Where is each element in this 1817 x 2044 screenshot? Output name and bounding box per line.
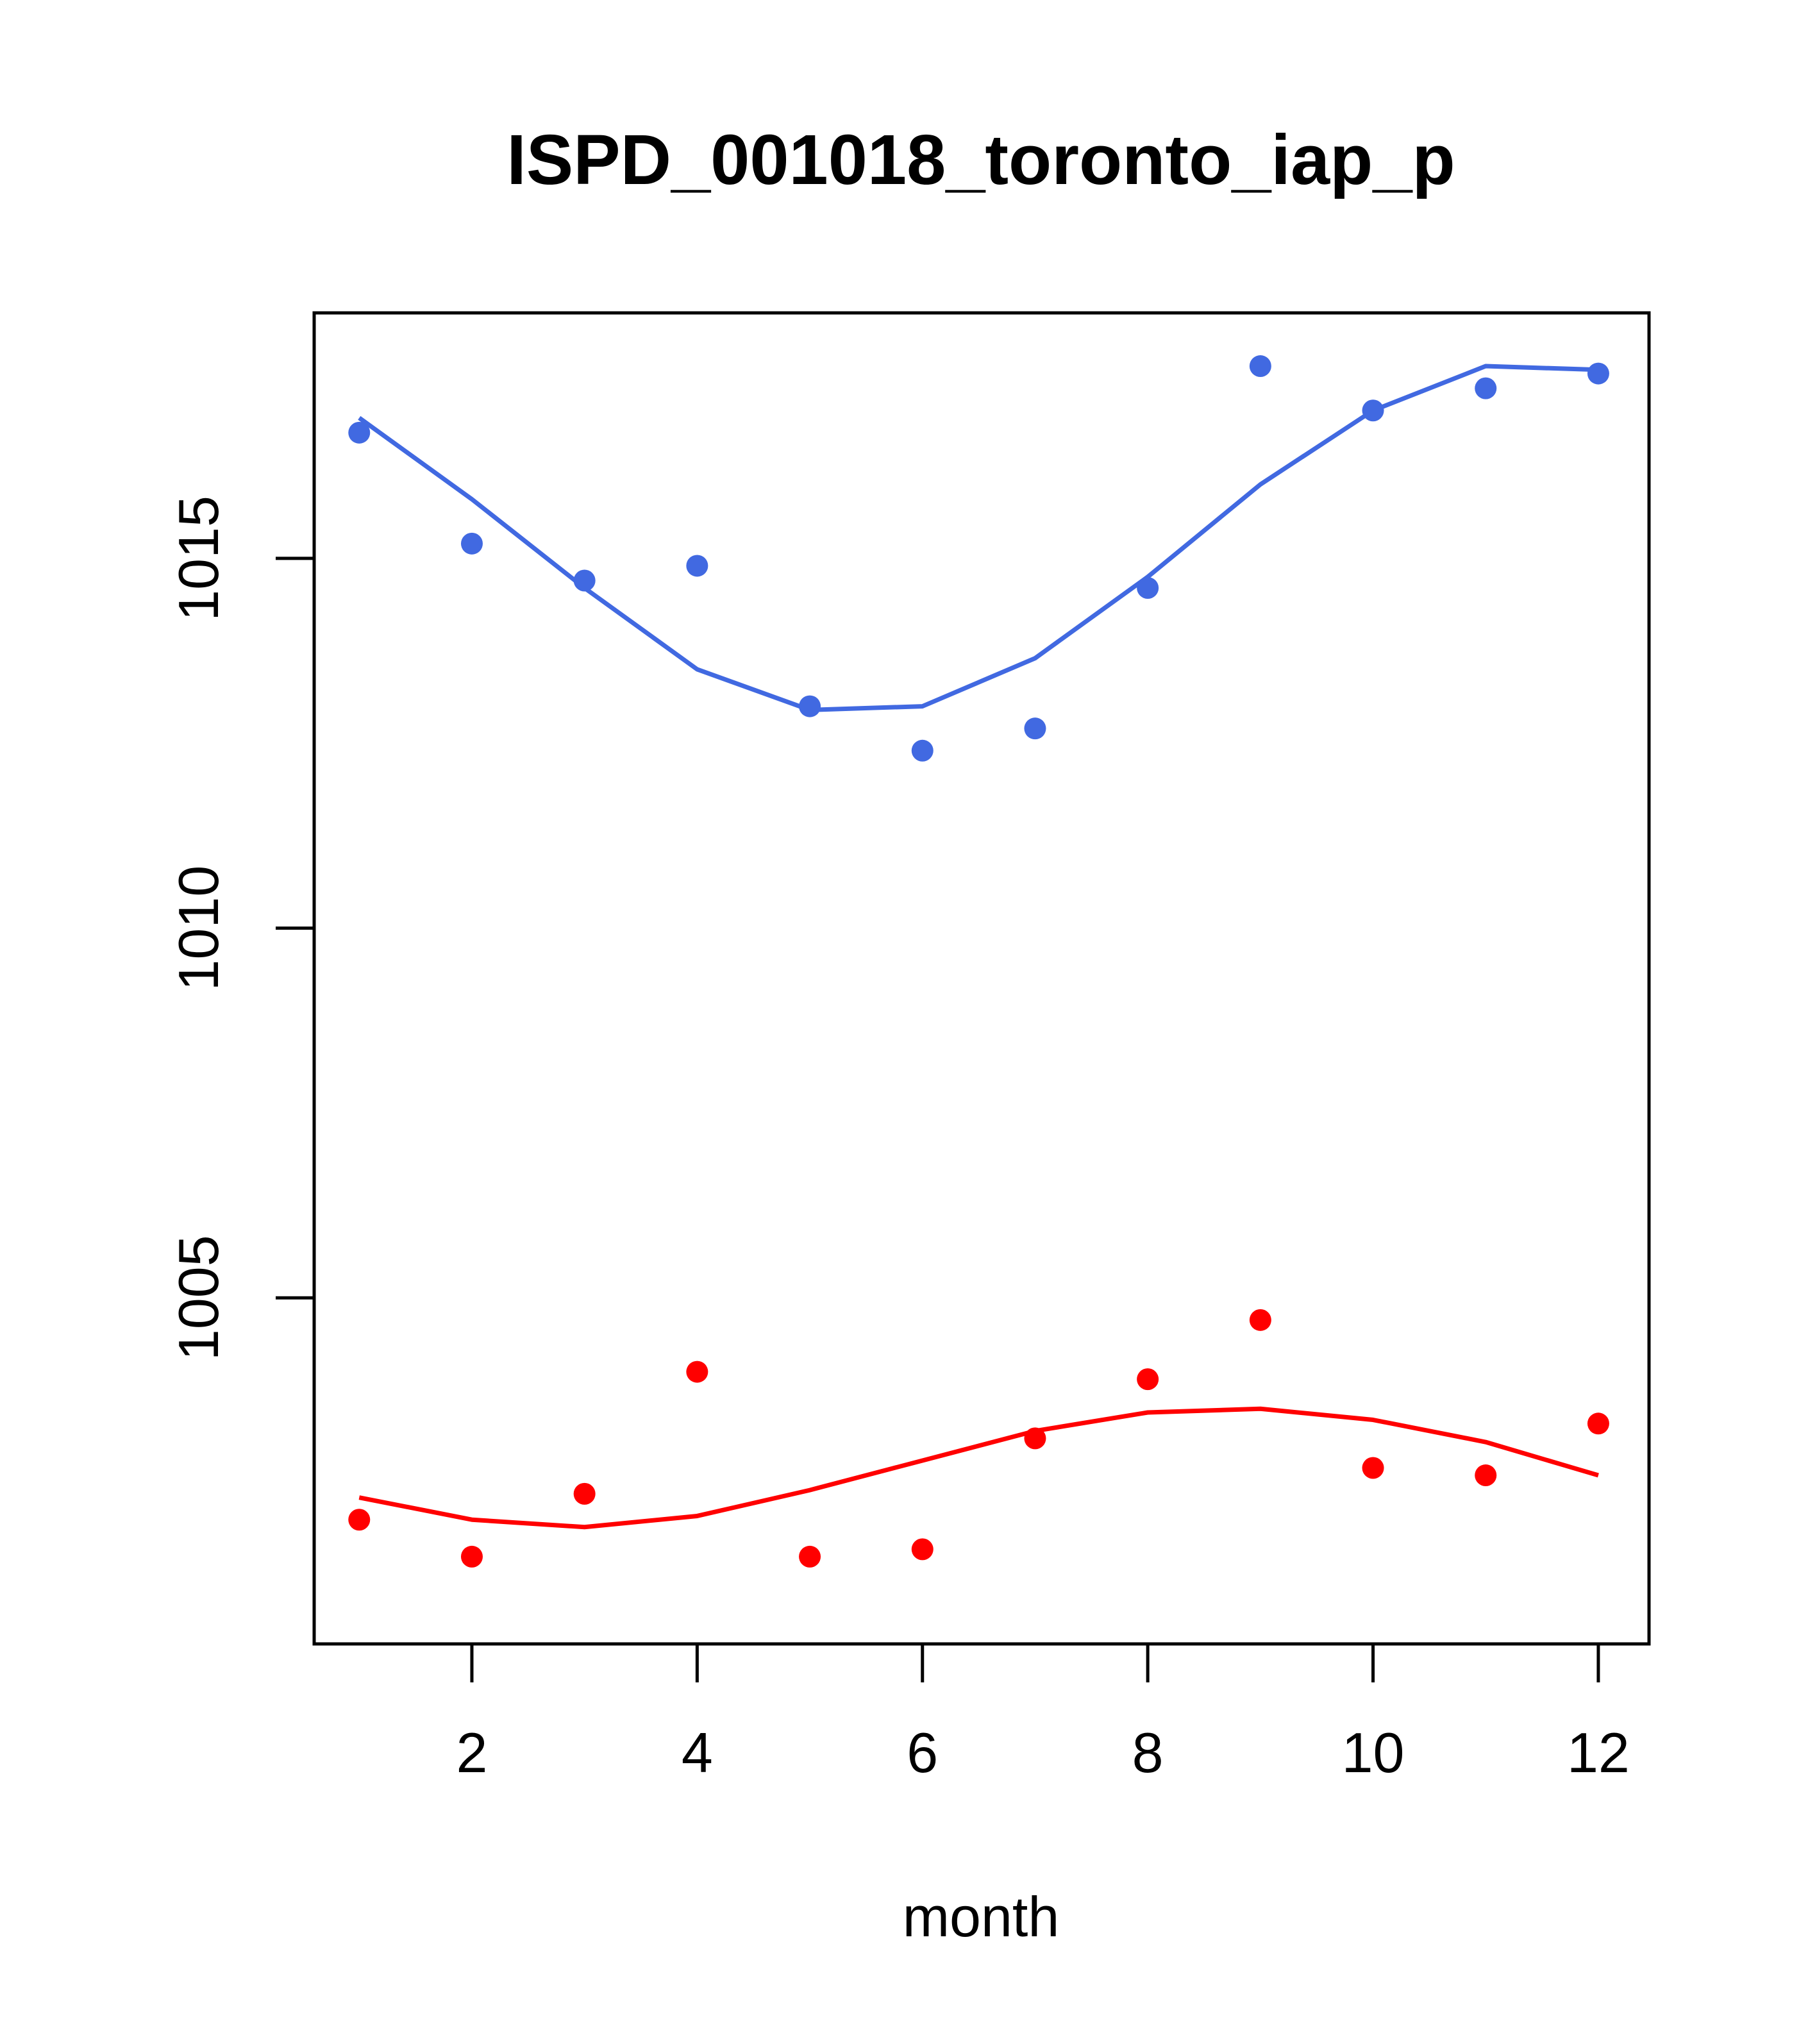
- x-tick-label-10: 10: [1342, 1721, 1405, 1784]
- series-layer: [348, 355, 1609, 1568]
- series-0-point-10: [1362, 399, 1384, 422]
- y-axis: 1005 1010 1015: [167, 496, 314, 1361]
- series-1-line: [358, 1406, 1599, 1530]
- series-1-point-8: [1137, 1368, 1159, 1391]
- series-1-point-1: [348, 1509, 371, 1531]
- series-0-point-2: [460, 532, 483, 555]
- series-0-point-5: [799, 695, 821, 717]
- x-tick-label-8: 8: [1132, 1721, 1164, 1784]
- series-0-line: [358, 364, 1599, 712]
- series-0-point-8: [1137, 577, 1159, 599]
- x-tick-label-4: 4: [682, 1721, 713, 1784]
- series-1-point-5: [799, 1545, 821, 1568]
- series-0-point-9: [1249, 355, 1271, 378]
- series-1-point-4: [686, 1361, 708, 1383]
- series-1-point-6: [911, 1538, 934, 1561]
- series-0-point-11: [1475, 377, 1497, 399]
- y-tick-label-1015: 1015: [167, 496, 230, 621]
- chart-title: ISPD_001018_toronto_iap_p: [507, 121, 1455, 199]
- series-1-point-2: [460, 1545, 483, 1568]
- x-tick-label-6: 6: [907, 1721, 938, 1784]
- series-1-point-11: [1475, 1464, 1497, 1487]
- x-axis-label: month: [903, 1885, 1060, 1948]
- series-1-point-12: [1587, 1412, 1609, 1435]
- series-1: [348, 1309, 1609, 1568]
- x-tick-label-12: 12: [1567, 1721, 1630, 1784]
- y-tick-label-1010: 1010: [167, 866, 230, 991]
- x-axis: 2 4 6 8 10 12: [456, 1642, 1630, 1784]
- series-1-point-10: [1362, 1457, 1384, 1479]
- series-0: [348, 355, 1609, 762]
- series-0-point-6: [911, 739, 934, 762]
- series-0-point-7: [1024, 717, 1046, 740]
- series-0-point-1: [348, 421, 371, 444]
- series-0-point-4: [686, 555, 708, 577]
- series-1-point-7: [1024, 1427, 1046, 1450]
- series-1-point-3: [573, 1482, 596, 1505]
- series-1-point-9: [1249, 1309, 1271, 1331]
- x-tick-label-2: 2: [456, 1721, 487, 1784]
- y-tick-label-1005: 1005: [167, 1235, 230, 1361]
- series-0-point-3: [573, 569, 596, 592]
- series-0-point-12: [1587, 362, 1609, 385]
